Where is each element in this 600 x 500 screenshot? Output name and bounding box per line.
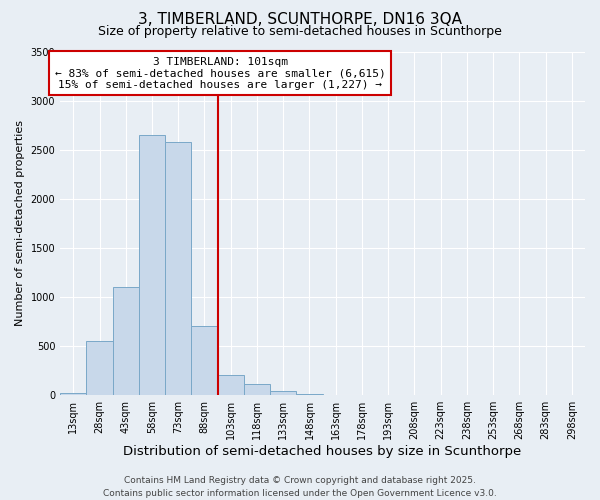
Bar: [60, 392, 86, 394]
X-axis label: Distribution of semi-detached houses by size in Scunthorpe: Distribution of semi-detached houses by …: [124, 444, 522, 458]
Bar: [218, 375, 244, 394]
Bar: [165, 142, 191, 394]
Bar: [139, 135, 165, 394]
Bar: [244, 384, 270, 394]
Bar: [191, 326, 218, 394]
Text: 3, TIMBERLAND, SCUNTHORPE, DN16 3QA: 3, TIMBERLAND, SCUNTHORPE, DN16 3QA: [138, 12, 462, 28]
Y-axis label: Number of semi-detached properties: Number of semi-detached properties: [15, 120, 25, 326]
Bar: [270, 391, 296, 394]
Text: Contains HM Land Registry data © Crown copyright and database right 2025.
Contai: Contains HM Land Registry data © Crown c…: [103, 476, 497, 498]
Bar: [113, 287, 139, 395]
Text: 3 TIMBERLAND: 101sqm
← 83% of semi-detached houses are smaller (6,615)
15% of se: 3 TIMBERLAND: 101sqm ← 83% of semi-detac…: [55, 56, 386, 90]
Text: Size of property relative to semi-detached houses in Scunthorpe: Size of property relative to semi-detach…: [98, 25, 502, 38]
Bar: [86, 341, 113, 394]
